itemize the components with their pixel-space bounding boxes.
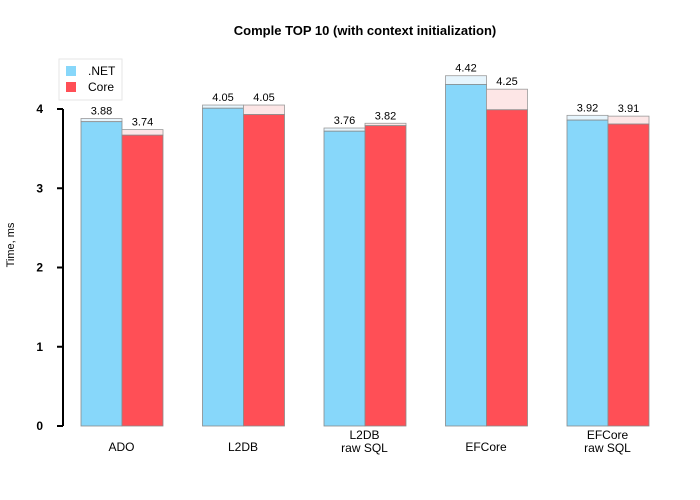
bar — [566, 119, 609, 427]
chart-title: Comple TOP 10 (with context initializati… — [234, 23, 496, 38]
y-tick-label: 3 — [36, 181, 43, 195]
y-tick-label: 0 — [36, 419, 43, 433]
bar — [607, 123, 650, 427]
bar — [445, 84, 487, 427]
bar — [202, 107, 244, 427]
x-category-label: L2DB raw SQL — [341, 428, 388, 455]
bar-value-label: 4.05 — [212, 92, 233, 104]
legend-swatch — [66, 82, 76, 92]
bar-value-label: 3.82 — [375, 110, 396, 122]
y-axis: 0 1 2 3 4 — [36, 102, 64, 433]
y-tick-label: 2 — [36, 261, 43, 275]
bar-overlay — [607, 115, 650, 125]
x-category-label: EFCore — [465, 440, 507, 454]
bar-overlay — [566, 114, 609, 121]
bar-value-label: 3.88 — [91, 106, 112, 118]
legend-swatch — [66, 66, 76, 76]
legend-box — [58, 58, 123, 101]
legend-label: .NET — [88, 64, 116, 78]
bar-overlay — [323, 127, 366, 132]
bar-value-label: 3.92 — [577, 102, 598, 114]
bar-value-label: 3.74 — [132, 117, 153, 129]
x-category-label: L2DB — [228, 440, 258, 454]
legend-label: Core — [88, 80, 114, 94]
bar-overlay — [445, 75, 487, 85]
bar-value-label: 3.76 — [334, 115, 355, 127]
bar — [121, 134, 164, 427]
bar-value-label: 3.91 — [618, 103, 639, 115]
y-tick-label: 1 — [36, 340, 43, 354]
category-labels: ADO L2DB L2DB raw SQL EFCore EFCore raw SQL — [108, 428, 631, 455]
bar-value-label: 4.25 — [496, 76, 517, 88]
y-tick-label: 4 — [36, 102, 43, 116]
bar-overlay — [121, 129, 164, 136]
bar-overlay — [243, 104, 285, 115]
bar — [323, 130, 366, 427]
bar-overlay — [486, 88, 528, 111]
bar — [364, 125, 407, 427]
bar-value-label: 4.05 — [253, 92, 274, 104]
x-category-label: ADO — [108, 440, 134, 454]
bar — [80, 121, 123, 427]
bar-overlay — [202, 104, 244, 109]
y-axis-label: Time, ms — [5, 222, 17, 267]
bar — [243, 114, 285, 427]
bar-overlay — [80, 118, 123, 123]
bar-value-label: 4.42 — [455, 63, 476, 75]
x-category-label: EFCore raw SQL — [584, 428, 631, 455]
bar — [486, 109, 528, 427]
legend: .NET Core — [58, 58, 123, 101]
value-labels: 3.88 3.74 4.05 4.05 3.76 3.82 4.42 4.25 3.92 3.91 — [91, 63, 639, 129]
bars — [80, 75, 650, 427]
